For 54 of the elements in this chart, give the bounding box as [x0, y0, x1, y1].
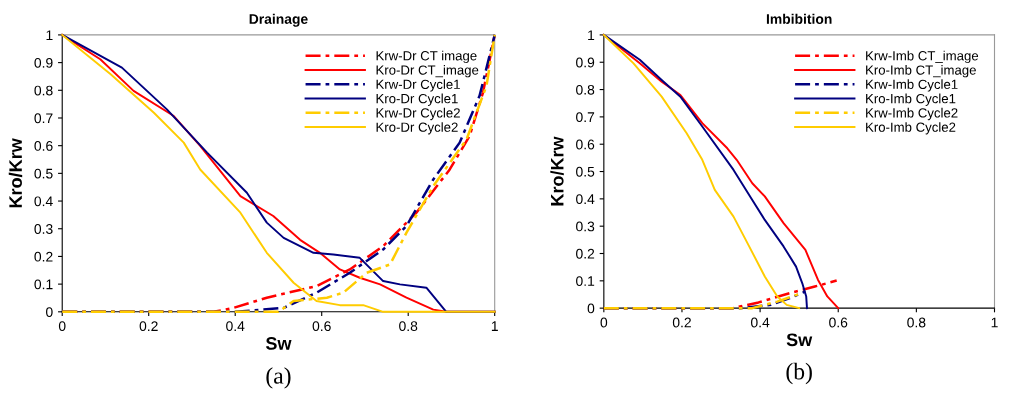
legend-label: Krw-Imb CT_image	[866, 50, 979, 64]
legend-label: Kro-Dr Cycle1	[376, 93, 458, 106]
legend-label: Kro-Imb CT_image	[866, 65, 976, 78]
x-tick-label: 0.6	[312, 321, 331, 332]
x-tick-label: 1	[491, 321, 498, 331]
y-tick-label: 0.5	[576, 166, 595, 177]
x-tick-label: 0.4	[226, 321, 245, 332]
legend-label: Krw-Imb Cycle1	[866, 79, 958, 92]
x-tick-label: 0	[600, 317, 608, 328]
y-tick-label: 0.1	[576, 276, 595, 286]
x-tick-label: 0.4	[750, 317, 770, 328]
legend-label: Krw-Imb Cycle2	[866, 107, 958, 121]
x-tick-label: 0.8	[399, 321, 418, 332]
y-tick-label: 0.3	[34, 224, 53, 234]
x-axis-title: Sw	[786, 333, 813, 347]
text: (b)	[786, 362, 812, 385]
legend-label: Kro-Dr Cycle2	[376, 122, 458, 135]
x-tick-label: 0.8	[907, 317, 926, 328]
legend-label: Kro-Imb Cycle2	[866, 122, 956, 135]
y-tick-label: 0.7	[34, 113, 53, 124]
x-tick-label: 0.2	[672, 317, 691, 328]
y-tick-label: 0.6	[34, 141, 53, 151]
y-tick-label: 0.9	[34, 57, 53, 68]
y-tick-label: 0.4	[34, 196, 53, 207]
y-tick-label: 0.7	[576, 112, 595, 123]
legend-label: Kro-Dr CT_image	[376, 65, 479, 78]
text: (a)	[266, 367, 291, 389]
y-tick-label: 0.1	[34, 279, 53, 290]
y-tick-label: 0.8	[34, 85, 53, 96]
x-tick-label: 0.6	[829, 317, 848, 328]
y-axis-title: Kro/Krw	[8, 138, 23, 208]
legend-label: Krw-Dr Cycle1	[376, 79, 460, 92]
y-tick-label: 0.2	[576, 248, 595, 259]
y-tick-label: 1	[588, 30, 595, 40]
chart-title: Imbibition	[766, 13, 832, 24]
y-tick-label: 0	[587, 303, 595, 314]
y-tick-label: 0.8	[576, 84, 595, 95]
y-tick-label: 0.4	[576, 194, 595, 205]
legend-label: Kro-Imb Cycle1	[866, 93, 956, 106]
x-tick-label: 1	[991, 317, 998, 328]
x-tick-label: 0.2	[139, 321, 158, 332]
y-tick-label: 0.6	[576, 139, 595, 150]
y-tick-label: 1	[46, 30, 53, 40]
legend-label: Krw-Dr Cycle2	[376, 107, 460, 121]
y-tick-label: 0.3	[576, 221, 595, 232]
y-tick-label: 0	[46, 307, 53, 317]
legend-label: Krw-Dr CT image	[376, 50, 477, 64]
chart-title: Drainage	[249, 13, 308, 27]
y-tick-label: 0.5	[34, 168, 53, 179]
x-tick-label: 0	[58, 321, 66, 332]
y-tick-label: 0.9	[576, 57, 595, 68]
x-axis-title: Sw	[265, 337, 292, 350]
y-axis-title: Kro/Krw	[550, 136, 564, 206]
y-tick-label: 0.2	[34, 251, 53, 262]
